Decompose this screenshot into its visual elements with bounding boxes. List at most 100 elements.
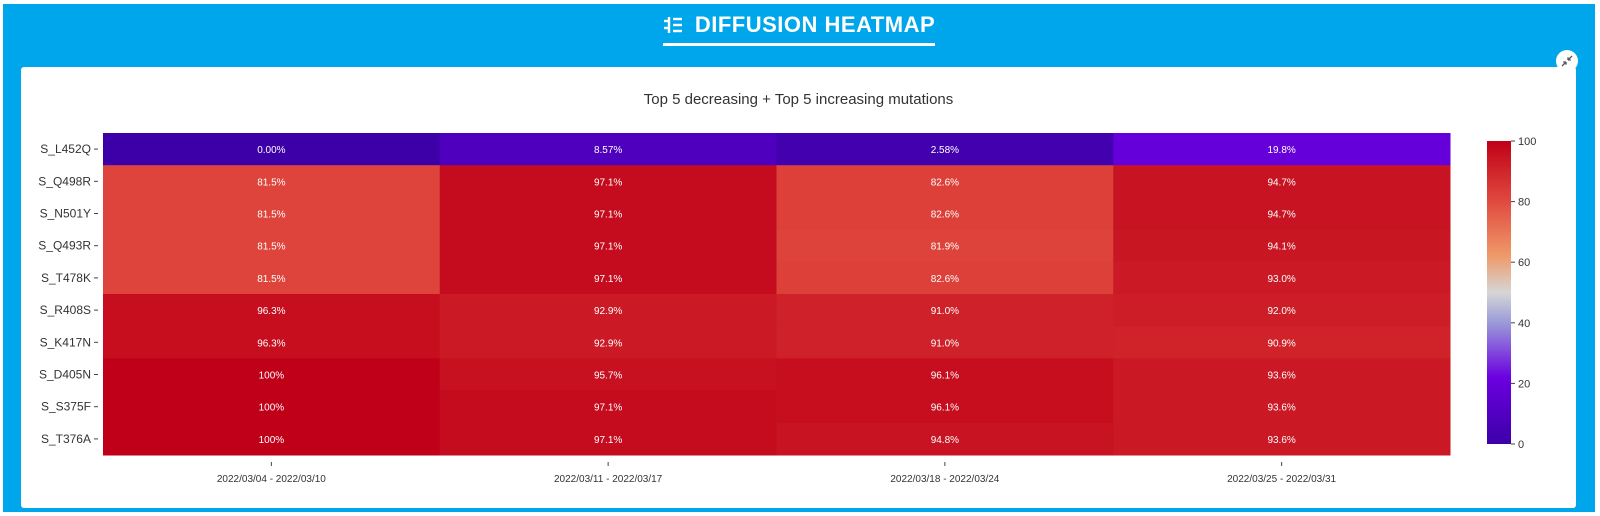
colorbar-tick-label: 60 <box>1518 257 1530 269</box>
heatmap-cell[interactable] <box>1113 165 1451 198</box>
y-tick-label: S_Q498R <box>38 174 91 188</box>
cell-value-label: 95.7% <box>594 371 622 382</box>
heatmap-cell[interactable] <box>103 133 441 166</box>
y-tick-label: S_Q493R <box>38 239 91 253</box>
colorbar-tick-label: 20 <box>1518 378 1530 390</box>
heatmap-cell[interactable] <box>1113 294 1451 327</box>
heatmap-cell[interactable] <box>439 197 777 231</box>
cell-value-label: 81.5% <box>257 274 285 285</box>
heatmap-cell[interactable] <box>776 358 1114 392</box>
collapse-arrows-icon <box>1561 55 1573 67</box>
cell-value-label: 92.0% <box>1267 306 1295 317</box>
heatmap-cell[interactable] <box>439 261 777 295</box>
heatmap-cell[interactable] <box>103 358 441 392</box>
heatmap-cell[interactable] <box>1113 390 1451 424</box>
x-tick-label: 2022/03/04 - 2022/03/10 <box>217 474 326 485</box>
panel-title-group: DIFFUSION HEATMAP <box>662 12 936 46</box>
colorbar <box>1487 141 1511 444</box>
y-tick-label: S_S375F <box>41 400 91 414</box>
heatmap-cell[interactable] <box>103 422 441 456</box>
heatmap-cell[interactable] <box>1113 229 1451 263</box>
y-tick-label: S_K417N <box>40 335 91 349</box>
cell-value-label: 91.0% <box>931 306 959 317</box>
heatmap-cell[interactable] <box>103 229 441 263</box>
panel-title: DIFFUSION HEATMAP <box>694 12 936 37</box>
cell-value-label: 82.6% <box>931 210 959 221</box>
heatmap-cell[interactable] <box>439 294 777 327</box>
heatmap-cell[interactable] <box>776 229 1114 263</box>
heatmap-cell[interactable] <box>103 197 441 231</box>
cell-value-label: 19.8% <box>1267 145 1295 156</box>
cell-value-label: 93.6% <box>1267 403 1295 414</box>
heatmap-cell[interactable] <box>439 422 777 456</box>
heatmap-cell[interactable] <box>776 261 1114 295</box>
heatmap-cell[interactable] <box>776 326 1114 359</box>
chart-card: Top 5 decreasing + Top 5 increasing muta… <box>21 67 1576 508</box>
cell-value-label: 97.1% <box>594 210 622 221</box>
heatmap-cell[interactable] <box>439 326 777 359</box>
cell-value-label: 94.8% <box>931 435 959 446</box>
cell-value-label: 96.1% <box>931 403 959 414</box>
heatmap-cell[interactable] <box>1113 197 1451 231</box>
cell-value-label: 90.9% <box>1267 338 1295 349</box>
cell-value-label: 97.1% <box>594 435 622 446</box>
heatmap-cell[interactable] <box>1113 133 1451 166</box>
y-tick-label: S_T376A <box>41 432 91 446</box>
x-tick-label: 2022/03/11 - 2022/03/17 <box>554 474 663 485</box>
collapse-button[interactable] <box>1556 50 1578 72</box>
cell-value-label: 93.6% <box>1267 435 1295 446</box>
cell-value-label: 97.1% <box>594 242 622 253</box>
cell-value-label: 94.7% <box>1267 210 1295 221</box>
y-tick-label: S_R408S <box>40 303 91 317</box>
cell-value-label: 94.1% <box>1267 242 1295 253</box>
cell-value-label: 82.6% <box>931 274 959 285</box>
heatmap-cell[interactable] <box>103 294 441 327</box>
heatmap-cell[interactable] <box>439 390 777 424</box>
heatmap-cell[interactable] <box>439 358 777 392</box>
colorbar-tick-label: 80 <box>1518 197 1530 209</box>
cell-value-label: 97.1% <box>594 177 622 188</box>
cell-value-label: 96.3% <box>257 306 285 317</box>
heatmap-cell[interactable] <box>1113 422 1451 456</box>
cell-value-label: 0.00% <box>257 145 285 156</box>
heatmap-cell[interactable] <box>776 294 1114 327</box>
cell-value-label: 8.57% <box>594 145 622 156</box>
heatmap-cell[interactable] <box>776 133 1114 166</box>
cell-value-label: 96.3% <box>257 338 285 349</box>
heatmap-cell[interactable] <box>776 165 1114 198</box>
heatmap-cell[interactable] <box>776 422 1114 456</box>
cell-value-label: 2.58% <box>931 145 959 156</box>
heatmap-cell[interactable] <box>439 229 777 263</box>
heatmap-cell[interactable] <box>776 390 1114 424</box>
cell-value-label: 93.6% <box>1267 371 1295 382</box>
cell-value-label: 97.1% <box>594 403 622 414</box>
heatmap-cell[interactable] <box>439 165 777 198</box>
y-tick-label: S_N501Y <box>40 207 91 221</box>
heatmap-cell[interactable] <box>439 133 777 166</box>
x-tick-label: 2022/03/18 - 2022/03/24 <box>890 474 999 485</box>
heatmap-panel: DIFFUSION HEATMAP Top 5 decreasing + Top… <box>3 4 1595 512</box>
cell-value-label: 81.5% <box>257 242 285 253</box>
heatmap-cell[interactable] <box>1113 326 1451 359</box>
heatmap-chart: 0.00% 8.57% 2.58% 19.8% 81.5% 97.1% 82.6% 94.7%… <box>38 133 1536 485</box>
cell-value-label: 97.1% <box>594 274 622 285</box>
cell-value-label: 91.0% <box>931 338 959 349</box>
cell-value-label: 82.6% <box>931 177 959 188</box>
heatmap-cell[interactable] <box>103 326 441 359</box>
panel-header: DIFFUSION HEATMAP <box>3 4 1595 62</box>
chart-title: Top 5 decreasing + Top 5 increasing muta… <box>643 91 954 108</box>
heatmap-cell[interactable] <box>103 261 441 295</box>
heatmap-cell[interactable] <box>1113 261 1451 295</box>
cell-value-label: 81.9% <box>931 242 959 253</box>
cell-value-label: 81.5% <box>257 210 285 221</box>
heatmap-cell[interactable] <box>1113 358 1451 392</box>
heatmap-cell[interactable] <box>103 165 441 198</box>
heatmap-cell[interactable] <box>103 390 441 424</box>
y-tick-label: S_D405N <box>39 368 91 382</box>
colorbar-tick-label: 0 <box>1518 439 1524 451</box>
heatmap-cell[interactable] <box>776 197 1114 231</box>
cell-value-label: 92.9% <box>594 338 622 349</box>
cell-value-label: 100% <box>259 435 285 446</box>
cell-value-label: 100% <box>259 371 285 382</box>
